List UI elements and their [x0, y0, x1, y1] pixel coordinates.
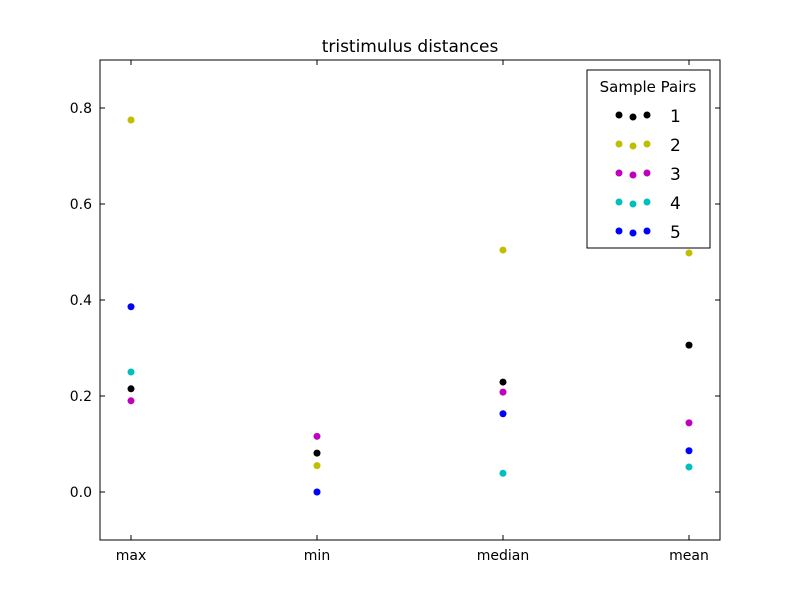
data-point-series-5: [499, 410, 507, 418]
legend: Sample Pairs 1 2 3 4 5: [586, 69, 711, 249]
x-tick-label: median: [477, 548, 529, 564]
data-point-series-5: [127, 303, 135, 311]
legend-marker: [629, 200, 637, 208]
legend-marker: [643, 198, 651, 206]
plot-frame: [99, 59, 721, 541]
legend-label: 3: [670, 165, 681, 185]
y-tick-label: 0.8: [70, 101, 92, 117]
y-tick-label: 0.2: [70, 389, 92, 405]
data-point-series-1: [499, 378, 507, 386]
x-tick-label: max: [116, 548, 147, 564]
legend-marker: [615, 111, 623, 119]
y-axis: 0.0 0.2 0.4 0.6 0.8: [70, 101, 720, 501]
legend-label: 5: [670, 223, 681, 243]
data-point-series-3: [313, 432, 321, 440]
legend-marker: [615, 227, 623, 235]
legend-box: [586, 69, 711, 249]
data-point-series-1: [127, 385, 135, 393]
legend-label: 2: [670, 136, 681, 156]
x-tick-label: mean: [669, 548, 709, 564]
legend-marker: [629, 171, 637, 179]
legend-title: Sample Pairs: [600, 78, 697, 96]
legend-marker: [615, 140, 623, 148]
chart-title: tristimulus distances: [322, 37, 499, 57]
data-point-series-5: [313, 488, 321, 496]
data-point-series-2: [499, 246, 507, 254]
legend-marker: [643, 140, 651, 148]
legend-marker: [643, 169, 651, 177]
data-point-series-2: [685, 249, 693, 257]
data-point-series-4: [499, 469, 507, 477]
legend-label: 4: [670, 194, 681, 214]
data-point-series-4: [127, 368, 135, 376]
x-tick-label: min: [304, 548, 330, 564]
data-point-series-1: [685, 341, 693, 349]
legend-marker: [629, 142, 637, 150]
data-point-series-2: [127, 116, 135, 124]
legend-marker: [629, 113, 637, 121]
legend-marker: [643, 111, 651, 119]
legend-marker: [615, 169, 623, 177]
y-tick-label: 0.6: [70, 197, 92, 213]
legend-marker: [643, 227, 651, 235]
data-point-series-4: [685, 463, 693, 471]
data-points: [127, 116, 693, 496]
legend-marker: [629, 229, 637, 237]
data-point-series-3: [685, 419, 693, 427]
legend-marker: [615, 198, 623, 206]
data-point-series-1: [313, 449, 321, 457]
y-tick-label: 0.4: [70, 293, 92, 309]
data-point-series-3: [127, 397, 135, 405]
data-point-series-3: [499, 388, 507, 396]
data-point-series-2: [313, 462, 321, 470]
y-tick-label: 0.0: [70, 485, 92, 501]
data-point-series-5: [685, 447, 693, 455]
legend-label: 1: [670, 107, 681, 127]
x-axis: max min median mean: [116, 60, 709, 564]
legend-items: 1 2 3 4 5: [615, 107, 681, 243]
